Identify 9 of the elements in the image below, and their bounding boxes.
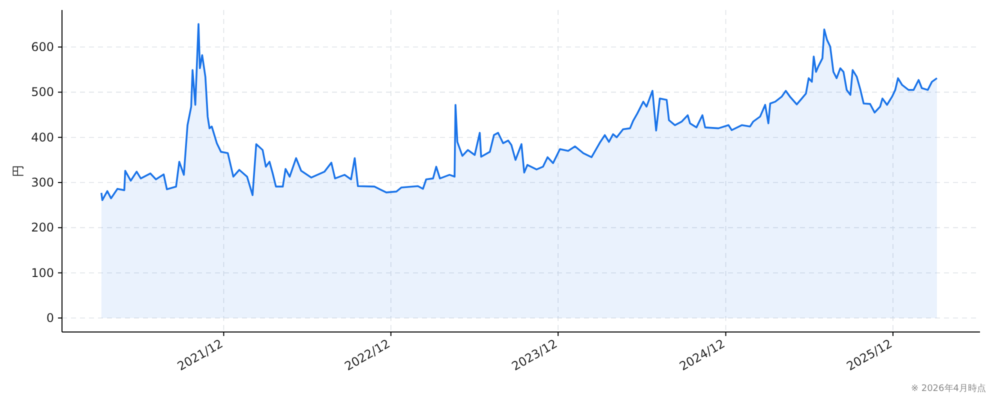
y-tick-label: 200 [31,220,54,235]
y-tick-label: 100 [31,266,54,280]
text: ※ 2026年4月時点 [910,383,986,394]
y-tick-label: 600 [31,40,54,54]
y-tick-label: 500 [31,85,54,100]
y-axis-title: 円 [11,165,25,177]
y-tick-label: 0 [46,311,54,325]
y-tick-label: 400 [31,130,54,144]
y-tick-label: 300 [31,176,54,190]
